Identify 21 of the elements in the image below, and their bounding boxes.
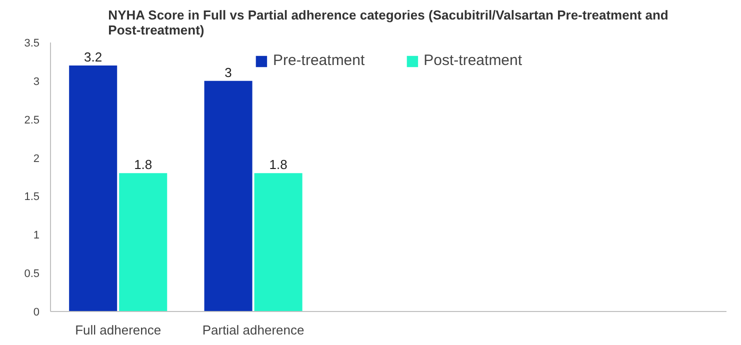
chart-title: NYHA Score in Full vs Partial adherence categories (Sacubitril/Valsartan Pre-treatment and Post-treatment) — [108, 8, 668, 38]
bar — [204, 80, 252, 312]
bar — [69, 66, 118, 312]
data-label: 3.2 — [84, 50, 102, 65]
x-tick-label: Full adherence — [75, 322, 162, 338]
legend-label: Pre-treatment — [272, 52, 365, 69]
legend-label: Post-treatment — [424, 52, 522, 69]
y-tick-label: 1 — [33, 230, 40, 242]
y-tick-label: 3.5 — [24, 38, 40, 50]
data-label: 3 — [224, 64, 232, 80]
y-tick-label: 1.5 — [24, 191, 40, 204]
y-tick-label: 0.5 — [24, 268, 40, 280]
data-label: 1.8 — [134, 157, 152, 172]
bar — [254, 173, 302, 312]
y-tick-label: 2.5 — [24, 114, 40, 126]
y-tick-label: 3 — [33, 76, 40, 88]
x-tick-label: Partial adherence — [202, 322, 304, 338]
y-tick-label: 2 — [33, 152, 40, 165]
data-label: 1.8 — [269, 157, 288, 172]
bar — [119, 173, 168, 312]
y-tick-label: 0 — [33, 306, 40, 318]
